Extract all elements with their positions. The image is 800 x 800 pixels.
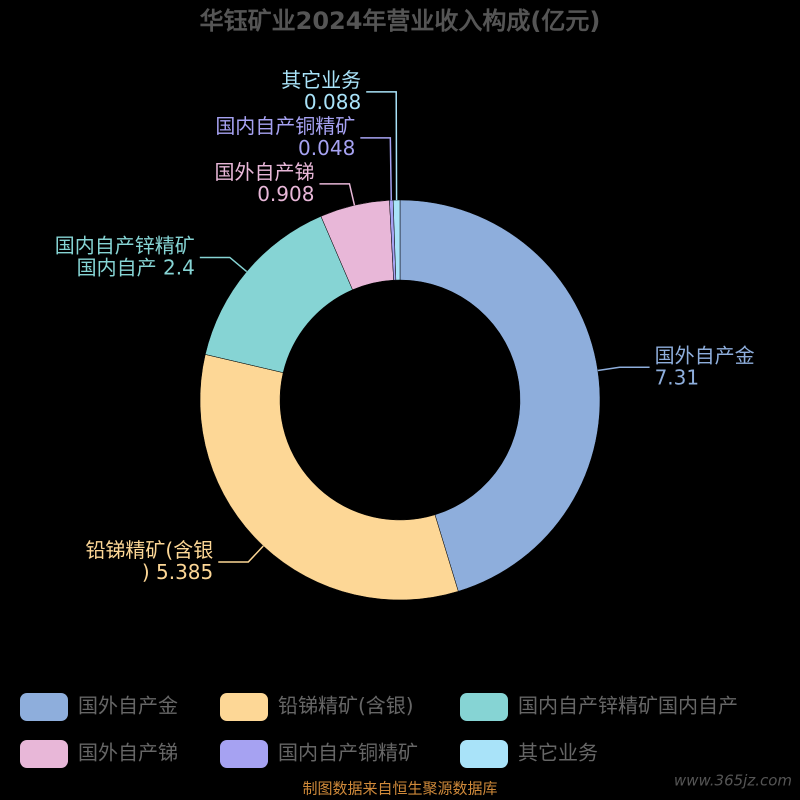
slice-label-line: 0.088 (304, 89, 361, 113)
legend-swatch (220, 740, 268, 768)
legend-swatch (220, 693, 268, 721)
slice-label-line: 其它业务 (281, 67, 361, 91)
slice-label: 铅锑精矿(含银) 5.385 (85, 538, 213, 584)
slice-value: 0.088 (304, 89, 361, 113)
slice-name: 其它业务 (281, 67, 361, 91)
slice-label-line: 国外自产金 (655, 343, 755, 367)
legend-label: 国内自产锌精矿国内自产 (518, 694, 738, 718)
slice-value: 2.4 (163, 255, 195, 279)
legend-label: 国外自产金 (78, 694, 178, 718)
legend-label: 国内自产铜精矿 (278, 741, 418, 765)
slice-label-line: 0.908 (257, 181, 314, 205)
leader-line (597, 366, 650, 372)
legend-label: 其它业务 (518, 741, 598, 765)
donut-slice (392, 199, 401, 281)
slice-name: 国内自产铜精矿 (215, 113, 355, 137)
slice-label-line: 国内自产铜精矿 (215, 113, 355, 137)
slice-label-line: 0.048 (298, 135, 355, 159)
legend-swatch (20, 740, 68, 768)
donut-slice (399, 199, 601, 592)
slice-label: 国内自产铜精矿 0.048 (215, 113, 355, 159)
legend-label: 国外自产锑 (78, 741, 178, 765)
slice-name: 国外自产金 (655, 343, 755, 367)
slice-label-line: 国内自产 2.4 (77, 255, 195, 279)
slice-value: 5.385 (156, 560, 213, 584)
source-note: 制图数据来自恒生聚源数据库 (302, 780, 497, 798)
legend-swatch (460, 693, 508, 721)
slice-label-line: 7.31 (655, 365, 700, 389)
slice-label: 其它业务 0.088 (281, 67, 361, 113)
slice-label: 国外自产金 7.31 (655, 343, 755, 389)
slice-label: 国外自产锑 0.908 (214, 159, 314, 205)
slice-label-line: 国外自产锑 (214, 159, 314, 183)
chart-title: 华钰矿业2024年营业收入构成(亿元) (200, 7, 601, 35)
slice-name: ) (142, 560, 150, 584)
slice-label: 国内自产锌精矿国内自产 2.4 (55, 233, 195, 279)
donut-slice (199, 354, 459, 601)
leader-line (366, 91, 398, 201)
legend-swatch (20, 693, 68, 721)
slice-name: 国内自产 (77, 255, 157, 279)
slice-value: 0.908 (257, 181, 314, 205)
slice-label-line: 铅锑精矿(含银 (85, 538, 213, 562)
leader-line (360, 137, 393, 201)
slice-value: 7.31 (655, 365, 700, 389)
leader-line (199, 256, 248, 273)
leader-line (218, 545, 264, 563)
legend-label: 铅锑精矿(含银) (278, 694, 414, 718)
slice-name: 铅锑精矿(含银 (85, 538, 213, 562)
slice-label-line: ) 5.385 (142, 560, 213, 584)
legend-swatch (460, 740, 508, 768)
slice-value: 0.048 (298, 135, 355, 159)
leader-line (319, 183, 356, 206)
slice-name: 国内自产锌精矿 (55, 233, 195, 257)
slice-name: 国外自产锑 (214, 159, 314, 183)
slice-label-line: 国内自产锌精矿 (55, 233, 195, 257)
watermark: www.365jz.com (674, 772, 792, 790)
